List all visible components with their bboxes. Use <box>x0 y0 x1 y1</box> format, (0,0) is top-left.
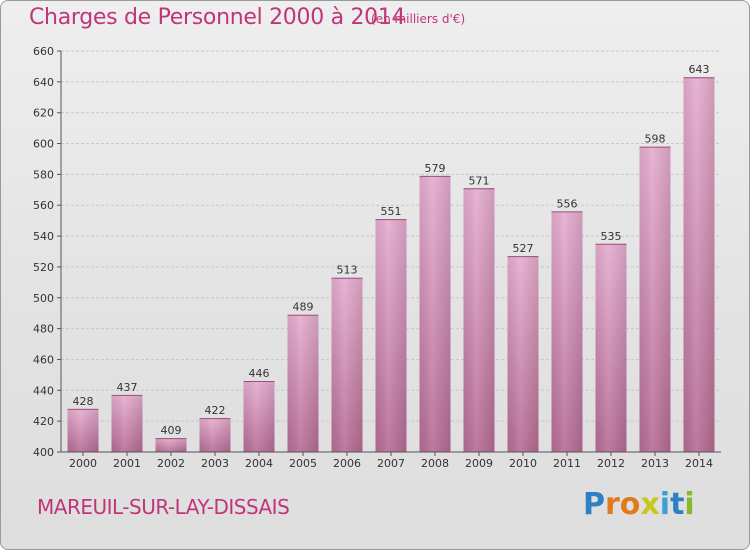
y-tick-label: 420 <box>33 415 54 428</box>
value-label: 409 <box>161 424 182 437</box>
commune-name: MAREUIL-SUR-LAY-DISSAIS <box>37 495 290 519</box>
y-tick-label: 660 <box>33 45 54 58</box>
logo-letter: t <box>670 487 685 522</box>
bar-shade-2011 <box>551 211 583 452</box>
x-tick-label: 2014 <box>685 457 713 470</box>
bar-shade-2007 <box>375 219 407 452</box>
x-tick-label: 2006 <box>333 457 361 470</box>
value-label: 489 <box>293 301 314 314</box>
x-tick-label: 2007 <box>377 457 405 470</box>
x-tick-label: 2004 <box>245 457 273 470</box>
bar-shade-2003 <box>199 418 231 452</box>
value-label: 571 <box>469 174 490 187</box>
value-label: 446 <box>249 367 270 380</box>
y-tick-label: 440 <box>33 384 54 397</box>
bar-shade-2000 <box>67 408 99 452</box>
x-tick-label: 2010 <box>509 457 537 470</box>
value-label: 556 <box>557 197 578 210</box>
value-label: 437 <box>117 381 138 394</box>
x-tick-label: 2013 <box>641 457 669 470</box>
y-tick-label: 620 <box>33 107 54 120</box>
value-label: 579 <box>425 162 446 175</box>
bar-shade-2008 <box>419 175 451 452</box>
bar-shade-2012 <box>595 243 627 452</box>
x-tick-label: 2000 <box>69 457 97 470</box>
x-tick-label: 2012 <box>597 457 625 470</box>
y-tick-label: 460 <box>33 353 54 366</box>
x-tick-label: 2002 <box>157 457 185 470</box>
logo-letter: r <box>605 487 620 522</box>
bar-shade-2005 <box>287 314 319 452</box>
x-tick-label: 2009 <box>465 457 493 470</box>
y-tick-label: 600 <box>33 138 54 151</box>
value-label: 527 <box>513 242 534 255</box>
y-tick-label: 400 <box>33 446 54 459</box>
x-tick-label: 2005 <box>289 457 317 470</box>
y-tick-label: 640 <box>33 76 54 89</box>
x-tick-label: 2003 <box>201 457 229 470</box>
chart-title: Charges de Personnel 2000 à 2014 <box>29 5 406 30</box>
bar-shade-2009 <box>463 188 495 452</box>
bar-shade-2014 <box>683 77 715 452</box>
y-tick-label: 580 <box>33 168 54 181</box>
bar-shade-2004 <box>243 381 275 452</box>
value-label: 598 <box>645 133 666 146</box>
logo-letter: P <box>583 487 605 522</box>
y-tick-label: 540 <box>33 230 54 243</box>
bar-shade-2010 <box>507 256 539 452</box>
value-label: 643 <box>689 63 710 76</box>
axis-layer: 400 420 440 460 480 500 520 540 560 580 600 620 640 6… <box>33 45 721 470</box>
chart-subtitle: (en milliers d'€) <box>371 12 466 26</box>
y-tick-label: 480 <box>33 323 54 336</box>
bar-shade-2001 <box>111 394 143 452</box>
y-tick-label: 500 <box>33 292 54 305</box>
bar-shade-2006 <box>331 277 363 452</box>
x-tick-label: 2011 <box>553 457 581 470</box>
proxiti-logo: Proxiti <box>583 487 695 522</box>
logo-letter: i <box>659 487 671 522</box>
bars-layer: 428 437 409 422 446 489 513 551 579 571 527 556 535 5… <box>67 63 715 452</box>
y-tick-label: 560 <box>33 199 54 212</box>
value-label: 428 <box>73 395 94 408</box>
bar-shade-2013 <box>639 146 671 452</box>
value-label: 535 <box>601 230 622 243</box>
logo-letter: o <box>619 487 641 522</box>
bar-shade-2002 <box>155 438 187 452</box>
x-tick-label: 2008 <box>421 457 449 470</box>
value-label: 551 <box>381 205 402 218</box>
value-label: 422 <box>205 404 226 417</box>
logo-letter: i <box>684 487 695 522</box>
x-tick-label: 2001 <box>113 457 141 470</box>
value-label: 513 <box>337 264 358 277</box>
y-tick-label: 520 <box>33 261 54 274</box>
logo-letter: x <box>640 487 660 522</box>
